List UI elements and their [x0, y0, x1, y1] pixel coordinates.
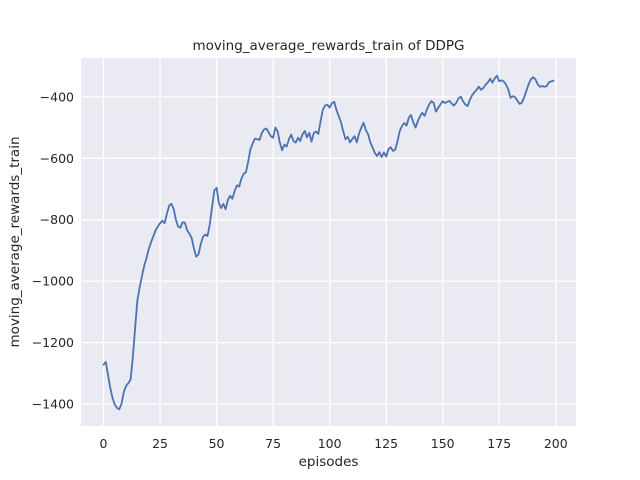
plot-area	[81, 58, 576, 426]
y-tick-label: −800	[40, 212, 74, 227]
x-tick-label: 200	[544, 436, 568, 451]
y-tick-label: −1400	[32, 397, 74, 412]
x-axis-label: episodes	[299, 454, 359, 470]
y-tick-label: −1200	[32, 335, 74, 350]
y-tick-label: −1000	[32, 274, 74, 289]
x-tick-label: 0	[100, 436, 108, 451]
chart-title: moving_average_rewards_train of DDPG	[193, 38, 465, 54]
x-tick-label: 100	[318, 436, 342, 451]
y-tick-label: −400	[40, 89, 74, 104]
x-tick-label: 125	[374, 436, 398, 451]
x-tick-label: 75	[265, 436, 281, 451]
y-axis-label: moving_average_rewards_train	[7, 136, 23, 347]
x-tick-labels: 0 25 50 75 100 125 150 175 200	[100, 436, 568, 451]
y-tick-label: −600	[40, 151, 74, 166]
x-tick-label: 175	[487, 436, 511, 451]
gridlines	[81, 58, 576, 426]
y-tick-labels: −400 −600 −800 −1000 −1200 −1400	[32, 89, 74, 411]
x-tick-label: 50	[209, 436, 225, 451]
x-tick-label: 150	[431, 436, 455, 451]
reward-line	[102, 74, 555, 411]
x-tick-label: 25	[152, 436, 168, 451]
